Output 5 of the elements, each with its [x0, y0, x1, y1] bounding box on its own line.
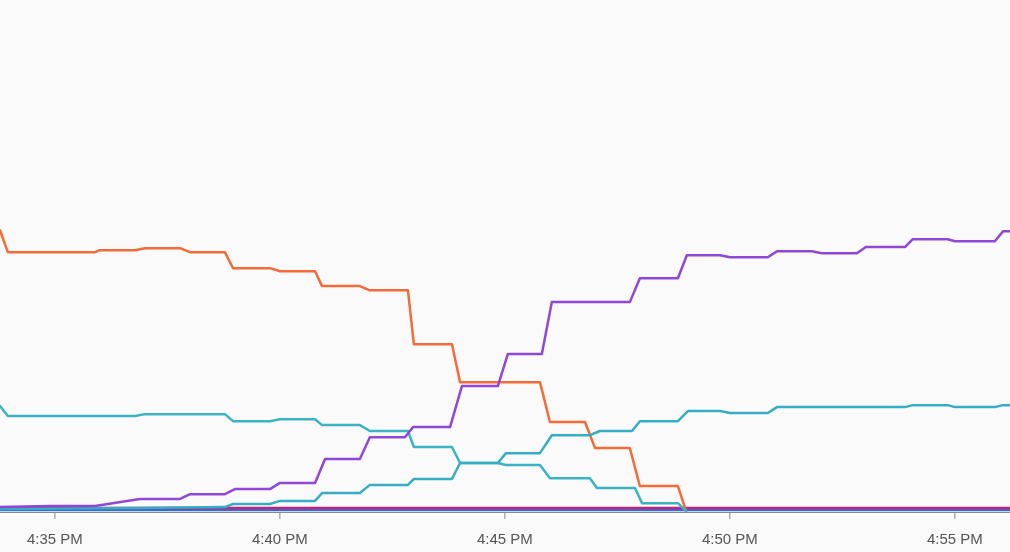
x-tick-label: 4:45 PM [476, 530, 533, 547]
x-tick-label: 4:35 PM [26, 530, 83, 547]
x-tick-label: 4:40 PM [251, 530, 308, 547]
x-tick-label: 4:55 PM [926, 530, 983, 547]
x-tick-label: 4:50 PM [701, 530, 758, 547]
